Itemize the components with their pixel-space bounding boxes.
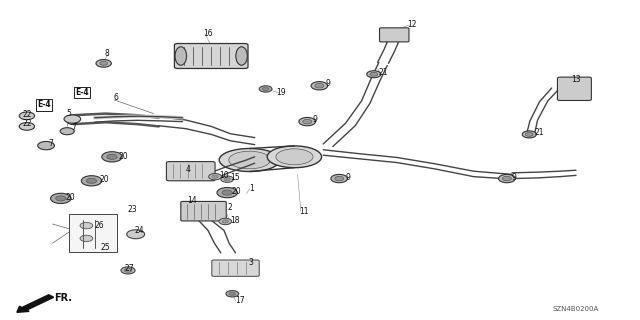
Text: 21: 21 — [534, 128, 544, 137]
Ellipse shape — [175, 47, 187, 65]
Text: 20: 20 — [232, 188, 241, 196]
Text: 12: 12 — [407, 20, 417, 29]
Text: E-4: E-4 — [75, 88, 88, 97]
Circle shape — [81, 176, 102, 186]
Text: 20: 20 — [99, 175, 109, 184]
Circle shape — [522, 131, 536, 138]
Text: 22: 22 — [22, 119, 32, 128]
Circle shape — [222, 190, 232, 195]
Circle shape — [499, 174, 515, 183]
Text: 26: 26 — [95, 221, 104, 230]
Circle shape — [121, 267, 135, 274]
Text: 20: 20 — [118, 152, 128, 161]
FancyBboxPatch shape — [174, 44, 248, 68]
Text: 20: 20 — [65, 193, 75, 202]
FancyBboxPatch shape — [212, 260, 259, 276]
Circle shape — [303, 119, 312, 124]
Circle shape — [262, 87, 269, 91]
Circle shape — [226, 291, 239, 297]
Circle shape — [38, 141, 54, 150]
Text: 9: 9 — [346, 173, 351, 182]
Text: 2: 2 — [227, 204, 232, 212]
Circle shape — [315, 84, 324, 88]
Circle shape — [51, 193, 71, 204]
Circle shape — [19, 112, 35, 120]
Text: 5: 5 — [66, 109, 71, 118]
Text: 24: 24 — [134, 226, 144, 235]
Text: 7: 7 — [72, 124, 77, 132]
Text: FR.: FR. — [54, 292, 72, 303]
Text: 8: 8 — [104, 49, 109, 58]
Text: 17: 17 — [236, 296, 245, 305]
Circle shape — [224, 178, 230, 181]
FancyBboxPatch shape — [380, 28, 409, 42]
Circle shape — [525, 132, 533, 136]
Circle shape — [19, 123, 35, 130]
FancyArrow shape — [17, 295, 54, 312]
Circle shape — [219, 218, 232, 225]
Text: 13: 13 — [571, 75, 580, 84]
Circle shape — [124, 268, 132, 272]
Circle shape — [370, 72, 378, 76]
Circle shape — [80, 222, 93, 229]
Circle shape — [127, 230, 145, 239]
Circle shape — [56, 196, 66, 201]
Text: 19: 19 — [276, 88, 286, 97]
Text: E-4: E-4 — [37, 100, 51, 109]
Ellipse shape — [229, 151, 271, 169]
Circle shape — [100, 61, 108, 65]
Text: 4: 4 — [186, 165, 191, 174]
Circle shape — [502, 176, 511, 181]
Circle shape — [60, 128, 74, 135]
Text: 25: 25 — [100, 244, 110, 252]
Circle shape — [259, 86, 272, 92]
Ellipse shape — [268, 146, 322, 168]
FancyBboxPatch shape — [166, 162, 215, 181]
Ellipse shape — [276, 149, 313, 165]
Text: 27: 27 — [125, 264, 134, 273]
Text: 9: 9 — [325, 79, 330, 88]
Text: 1: 1 — [250, 184, 254, 193]
Circle shape — [80, 235, 93, 242]
Text: 23: 23 — [128, 205, 138, 214]
Text: 11: 11 — [300, 207, 309, 216]
Circle shape — [209, 173, 221, 180]
Circle shape — [311, 82, 328, 90]
Text: 16: 16 — [204, 29, 213, 38]
Text: 22: 22 — [22, 110, 32, 119]
Ellipse shape — [67, 115, 78, 124]
Circle shape — [64, 115, 81, 123]
Circle shape — [102, 152, 122, 162]
Circle shape — [96, 60, 111, 67]
Text: 15: 15 — [230, 173, 240, 182]
Text: 6: 6 — [114, 93, 119, 102]
Text: 21: 21 — [379, 68, 388, 77]
Text: 3: 3 — [248, 258, 253, 267]
Text: 9: 9 — [312, 116, 317, 124]
Bar — [69, 214, 117, 252]
Circle shape — [107, 154, 117, 159]
Circle shape — [335, 176, 344, 181]
Text: 10: 10 — [219, 171, 228, 180]
Text: 9: 9 — [512, 173, 517, 182]
Circle shape — [367, 71, 381, 78]
FancyBboxPatch shape — [180, 202, 227, 221]
Text: 18: 18 — [230, 216, 240, 225]
Ellipse shape — [219, 148, 280, 172]
Text: SZN4B0200A: SZN4B0200A — [552, 306, 598, 312]
Circle shape — [299, 117, 316, 126]
Circle shape — [331, 174, 348, 183]
Text: 7: 7 — [48, 140, 53, 148]
Circle shape — [217, 188, 237, 198]
Circle shape — [229, 292, 236, 295]
Text: 14: 14 — [188, 196, 197, 205]
Circle shape — [86, 178, 97, 183]
Ellipse shape — [236, 47, 248, 65]
Circle shape — [212, 175, 218, 178]
FancyBboxPatch shape — [557, 77, 591, 100]
Circle shape — [221, 176, 234, 182]
Circle shape — [222, 220, 228, 223]
